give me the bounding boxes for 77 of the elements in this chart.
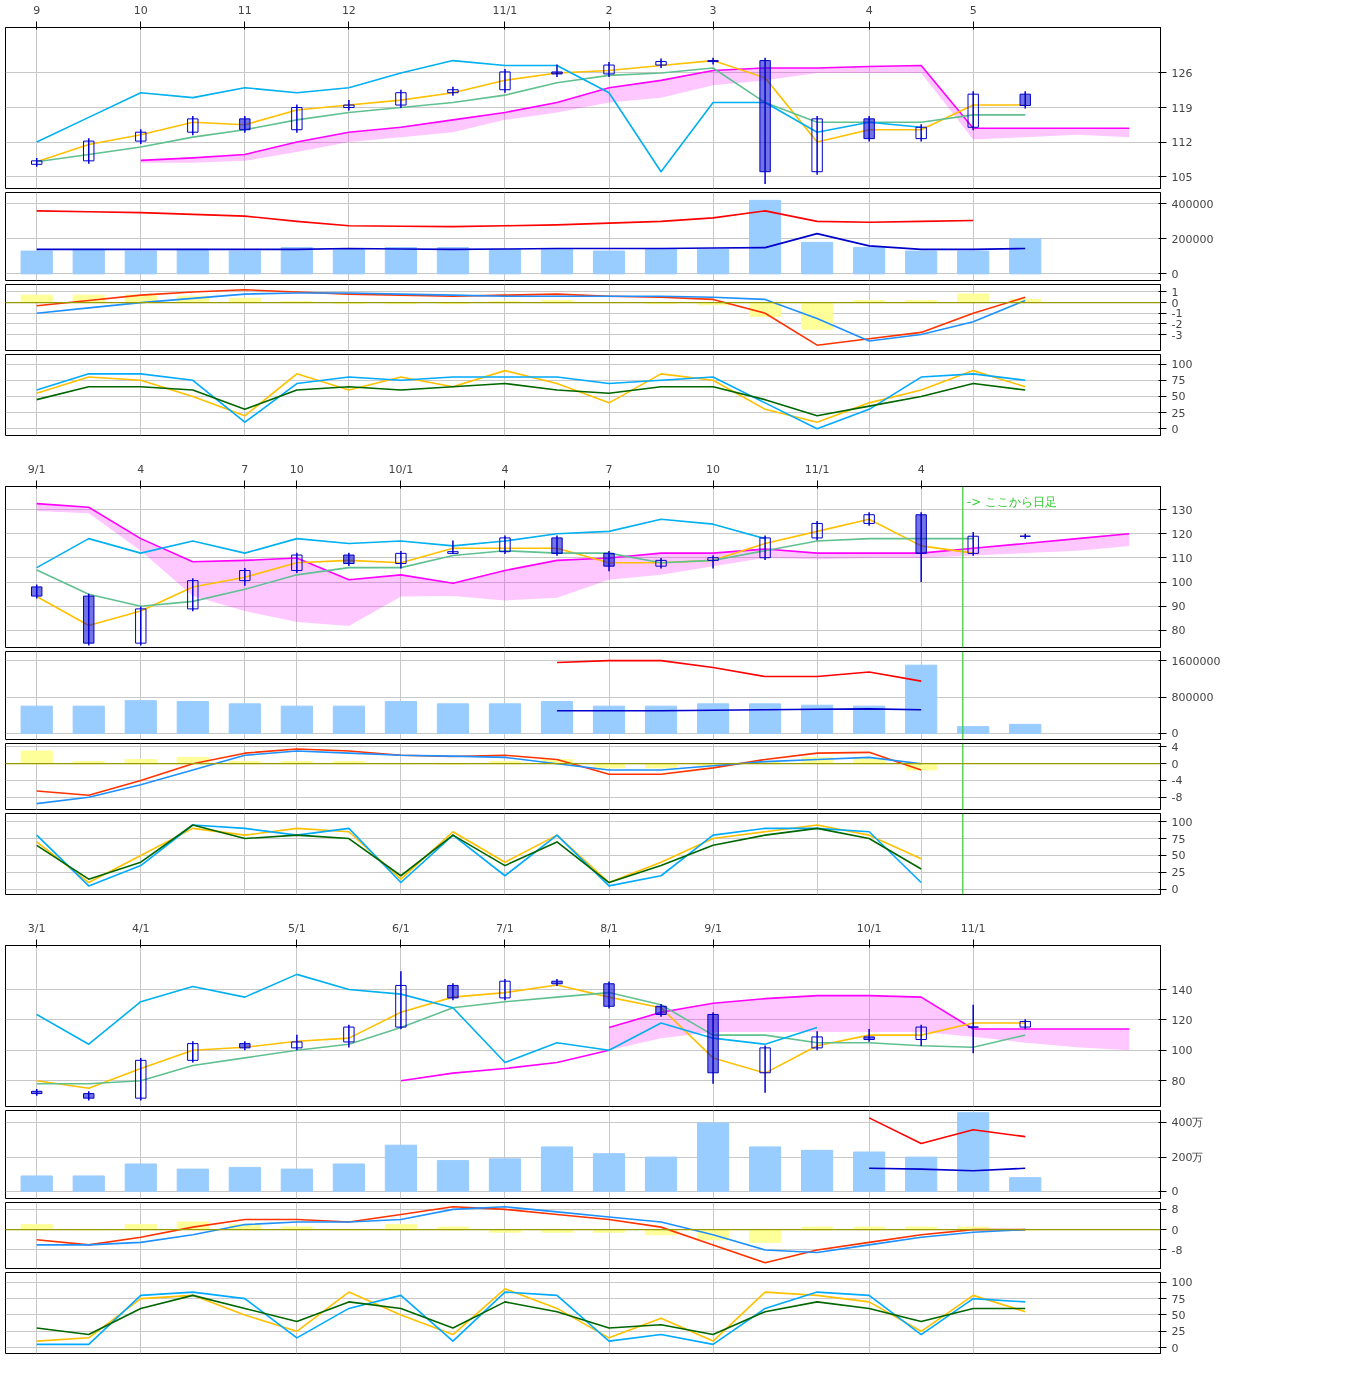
y-tick-label: 50 [1171,1308,1186,1322]
y-tick-label: 25 [1171,1325,1186,1339]
y-tick-label: -8 [1171,1243,1183,1257]
y-tick-label: 0 [1171,267,1179,281]
x-tick-label: 9 [33,3,41,17]
y-tick-label: 0 [1171,1184,1179,1198]
x-tick-label: 4/1 [131,921,150,935]
y-tick-label: 80 [1171,1074,1186,1088]
y-tick-label: 120 [1171,527,1193,541]
y-tick-label: 100 [1171,358,1193,372]
y-tick-label: 0 [1171,1341,1179,1355]
x-tick-label: 10 [133,3,148,17]
y-tick-label: 112 [1171,136,1193,150]
y-tick-label: 90 [1171,600,1186,614]
x-tick-label: 11/1 [492,3,518,17]
y-tick-label: 120 [1171,1013,1193,1027]
x-tick-label: 11/1 [804,462,830,476]
y-tick-label: -8 [1171,791,1183,805]
y-tick-label: 110 [1171,551,1193,565]
y-tick-label: 0 [1171,296,1179,310]
y-tick-label: 50 [1171,849,1186,863]
y-tick-label: 100 [1171,576,1193,590]
y-tick-label: 75 [1171,374,1186,388]
x-tick-label: 11 [237,3,252,17]
y-tick-label: 100 [1171,815,1193,829]
x-tick-label: 4 [865,3,873,17]
y-tick-label: 8 [1171,1203,1179,1217]
y-tick-label: 50 [1171,390,1186,404]
x-tick-label: 7/1 [496,921,514,935]
y-tick-label: 4 [1171,740,1179,754]
y-tick-label: 75 [1171,1292,1186,1306]
x-tick-label: 11/1 [960,921,986,935]
y-tick-label: 0 [1171,883,1179,897]
y-tick-label: 25 [1171,406,1186,420]
x-tick-label: 3 [709,3,717,17]
annotation: -> ここから日足 [966,494,1057,509]
x-tick-label: 2 [605,3,613,17]
y-tick-label: 200万 [1171,1150,1204,1164]
y-tick-label: 119 [1171,101,1193,115]
y-tick-label: 400000 [1171,197,1214,211]
x-tick-label: 4 [137,462,145,476]
y-tick-label: 130 [1171,503,1193,517]
y-tick-label: 105 [1171,170,1193,184]
y-tick-label: -3 [1171,328,1183,342]
y-tick-label: 80 [1171,624,1186,638]
y-tick-label: 126 [1171,66,1193,80]
y-tick-label: 0 [1171,1223,1179,1237]
y-tick-label: 75 [1171,832,1186,846]
y-tick-label: 0 [1171,422,1179,436]
x-tick-label: 7 [605,462,613,476]
x-tick-label: 5 [969,3,977,17]
y-tick-label: 1 [1171,285,1179,299]
y-tick-label: 0 [1171,727,1179,741]
x-tick-label: 10/1 [856,921,882,935]
x-tick-label: 8/1 [600,921,618,935]
x-tick-label: 10 [289,462,304,476]
x-tick-label: 4 [917,462,925,476]
x-tick-label: 10 [706,462,721,476]
y-tick-label: 25 [1171,866,1186,880]
y-tick-label: 140 [1171,983,1193,997]
y-tick-label: 1600000 [1171,654,1221,668]
y-tick-label: 100 [1171,1044,1193,1058]
y-tick-label: -4 [1171,774,1183,788]
x-tick-label: 4 [501,462,509,476]
x-tick-label: 5/1 [288,921,306,935]
x-tick-label: 9/1 [704,921,722,935]
y-tick-label: 400万 [1171,1116,1204,1130]
y-tick-label: 800000 [1171,691,1214,705]
x-tick-label: 7 [241,462,249,476]
y-tick-label: 0 [1171,757,1179,771]
x-tick-label: 3/1 [27,921,46,935]
x-tick-label: 10/1 [388,462,414,476]
x-tick-label: 9/1 [27,462,46,476]
y-tick-label: 100 [1171,1276,1193,1290]
x-tick-label: 12 [341,3,356,17]
y-tick-label: 200000 [1171,232,1214,246]
x-tick-label: 6/1 [392,921,410,935]
